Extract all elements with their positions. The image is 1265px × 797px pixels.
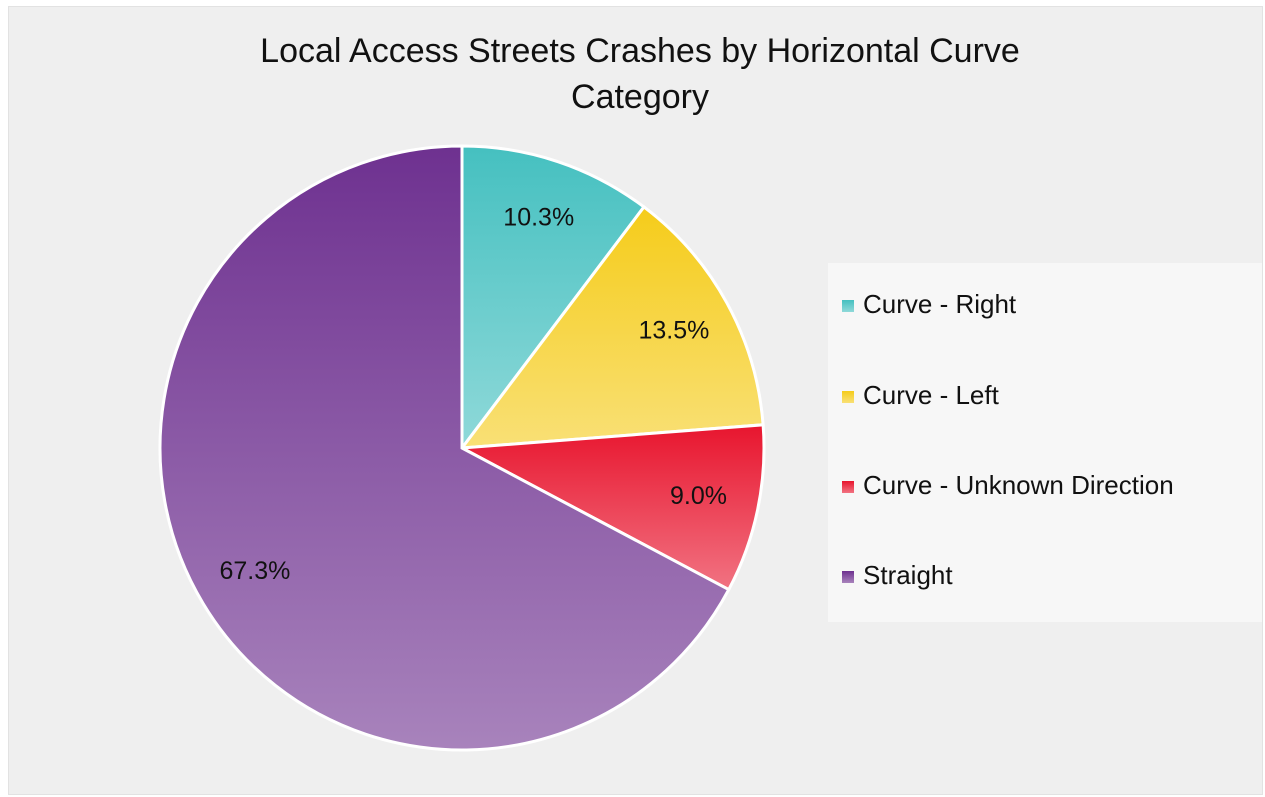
pie-slice [460,144,647,453]
data-label: 67.3% [220,557,291,585]
data-label: 9.0% [670,482,727,510]
pie-slice [458,204,765,450]
legend-swatch [842,571,854,583]
chart-title: Local Access Streets Crashes by Horizont… [260,32,1020,116]
legend-label: Curve - Left [863,380,1000,410]
legend-label: Curve - Right [863,289,1017,319]
legend-label: Straight [863,560,953,590]
legend-swatch [842,481,854,493]
data-label: 13.5% [639,317,710,345]
pie-slice [456,423,766,592]
data-label: 10.3% [503,204,574,232]
legend-swatch [842,300,854,312]
legend-label: Curve - Unknown Direction [863,470,1174,500]
legend-box [828,263,1262,622]
pie-slice [158,144,731,752]
legend-swatch [842,391,854,403]
